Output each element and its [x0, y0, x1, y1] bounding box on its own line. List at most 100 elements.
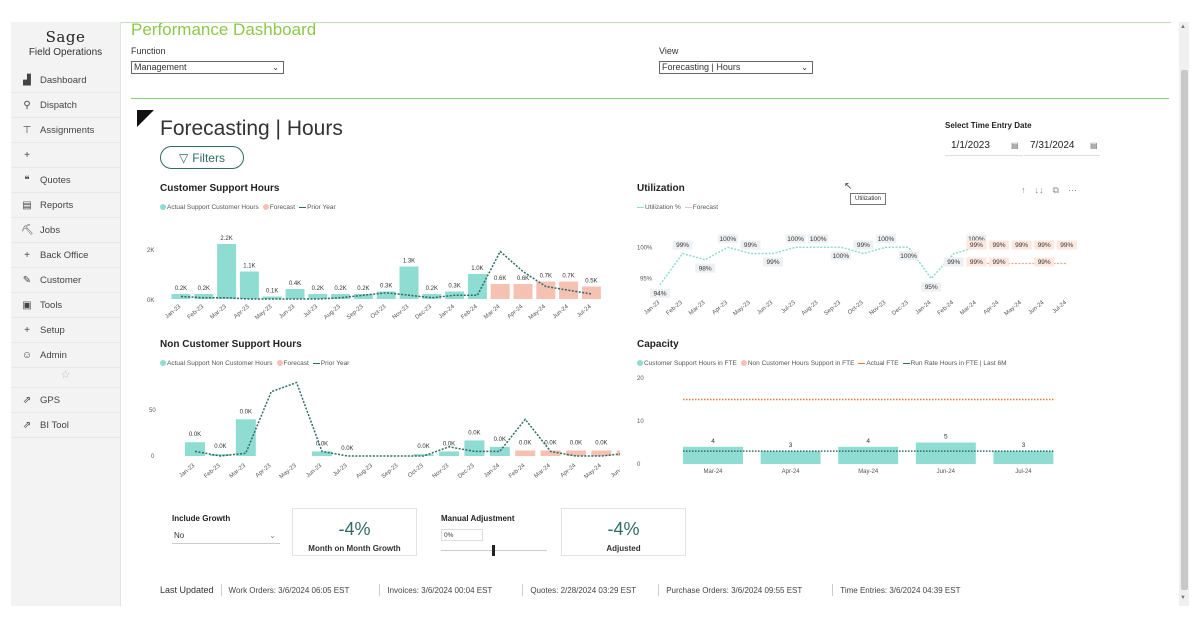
sidebar-item-quotes[interactable]: ❝ Quotes [11, 168, 120, 193]
data-label: 0.0K [595, 440, 607, 446]
include-growth-select[interactable]: No ⌄ [172, 530, 280, 544]
scroll-up-arrow-icon[interactable]: ▲ [1180, 24, 1186, 30]
scroll-down-arrow-icon[interactable]: ▼ [1180, 595, 1186, 601]
util-x-tick: Sep-23 [823, 300, 842, 317]
legend-item: Utilization % [637, 204, 681, 211]
sidebar-item-dashboard[interactable]: ▟ Dashboard [11, 68, 120, 93]
chart-tooltip: Utilization [850, 193, 887, 205]
actual-bar [194, 294, 214, 299]
forecast-label-bg [1034, 257, 1055, 267]
data-label: 0.4K [289, 281, 301, 287]
sidebar-item-jobs[interactable]: ⛏ Jobs [11, 218, 120, 243]
sidebar-item-setup[interactable]: + Setup [11, 318, 120, 343]
data-label: 0.0K [214, 444, 226, 450]
csh-x-tick: Sep-23 [346, 304, 365, 321]
sidebar-item-reports[interactable]: ▤ Reports [11, 193, 120, 218]
filters-button[interactable]: ▽ Filters [160, 146, 244, 169]
focus-mode-icon[interactable]: ⧉ [1052, 185, 1059, 195]
sidebar-item-add[interactable]: + [11, 143, 120, 168]
data-label: 1.1K [243, 264, 255, 270]
legend-item: Actual FTE [858, 360, 899, 367]
page-title: Performance Dashboard [131, 20, 317, 39]
sort-down-icon[interactable]: ↓↓ [1034, 185, 1044, 195]
sidebar-item-bi-tool[interactable]: ⇗ BI Tool [11, 413, 120, 438]
sort-up-icon[interactable]: ↑ [1021, 185, 1026, 195]
csh-x-tick: Aug-23 [323, 304, 342, 321]
sidebar-item-assignments[interactable]: ⊤ Assignments [11, 118, 120, 143]
sidebar-item-customer[interactable]: ✎ Customer [11, 268, 120, 293]
ncsh-x-tick: Jun-23 [305, 463, 323, 480]
more-options-icon[interactable]: ⋯ [1067, 185, 1077, 195]
users-icon: ☺ [21, 349, 33, 361]
footer-quotes: Quotes: 2/28/2024 03:29 EST [530, 585, 637, 595]
actual-bar [312, 451, 332, 456]
data-label-bg [876, 234, 896, 244]
data-label: 0.0K [544, 440, 556, 446]
data-label: 0.6K [494, 276, 506, 282]
function-select-value: Management [134, 62, 187, 72]
sidebar-item-label: Setup [40, 324, 65, 336]
actual-bar [413, 454, 434, 456]
footer-work-orders: Work Orders: 3/6/2024 06:05 EST [228, 585, 350, 595]
cap-x-tick: Jul-24 [1015, 469, 1032, 475]
sidebar-item-label: Customer [40, 274, 82, 286]
sidebar-item-dispatch[interactable]: ⚲ Dispatch [11, 93, 120, 118]
sidebar-item-tools[interactable]: ▣ Tools [11, 293, 120, 318]
calendar-icon[interactable]: ▤ [1011, 141, 1019, 150]
csh-x-tick: Jan-23 [164, 304, 182, 321]
ncsh-x-tick: May-23 [279, 463, 299, 481]
mom-growth-label: Month on Month Growth [308, 544, 401, 553]
data-label: 0.3K [380, 284, 392, 290]
function-select[interactable]: Management ⌄ [131, 61, 284, 74]
cap-x-tick: Jun-24 [937, 469, 956, 475]
footer-time-entries: Time Entries: 3/6/2024 04:39 EST [840, 585, 961, 595]
view-select[interactable]: Forecasting | Hours ⌄ [659, 61, 813, 74]
y-tick: 95% [640, 277, 653, 283]
sidebar-item-admin[interactable]: ☺ Admin [11, 343, 120, 368]
ncsh-x-tick: Apr-23 [255, 463, 273, 480]
ncsh-x-tick: Feb-23 [203, 463, 222, 480]
date-end-input[interactable]: 7/31/2024 [1024, 136, 1100, 156]
adjusted-card: -4% Adjusted [561, 508, 686, 556]
customer-icon: ✎ [22, 274, 32, 286]
data-label: 0.5K [585, 279, 597, 285]
data-label: 1.3K [403, 259, 415, 265]
data-label: 0.2K [357, 286, 369, 292]
data-label: 0.3K [448, 284, 460, 290]
date-start-input[interactable]: 1/1/2023 [945, 136, 1023, 156]
scrollbar-thumb[interactable] [1181, 70, 1188, 590]
sidebar-item-label: GPS [40, 394, 61, 406]
util-x-tick: Apr-23 [711, 300, 729, 317]
ncsh-x-tick: Mar-23 [229, 463, 248, 480]
util-x-tick: Jul-23 [781, 300, 798, 316]
view-label: View [659, 46, 679, 56]
mom-growth-card: -4% Month on Month Growth [292, 508, 417, 556]
forecast-label-bg [966, 257, 987, 267]
capacity-bar [838, 446, 899, 464]
sidebar-item-label: Dashboard [40, 74, 87, 86]
y-tick: 0 [637, 462, 641, 468]
star-icon[interactable]: ☆ [11, 368, 120, 388]
data-label: 0.1K [266, 289, 278, 295]
prior-year-line [194, 381, 620, 457]
top-accent-line [121, 22, 1171, 23]
cap-x-tick: Apr-24 [782, 469, 801, 475]
actual-bar [376, 291, 396, 299]
sidebar-item-gps[interactable]: ⇗ GPS [11, 388, 120, 413]
ncsh-legend: Actual Support Non Customer Hours Foreca… [160, 360, 349, 367]
include-growth-value: No [174, 531, 185, 540]
manual-adjustment-input[interactable]: 0% [441, 529, 483, 541]
sidebar-item-label: Dispatch [40, 99, 77, 111]
sidebar-item-back-office[interactable]: + Back Office [11, 243, 120, 268]
util-x-tick: Apr-24 [983, 300, 1001, 317]
util-x-tick: Jun-24 [1028, 300, 1046, 317]
calendar-icon[interactable]: ▤ [1090, 141, 1098, 150]
util-x-tick: Jan-23 [643, 300, 661, 317]
chevron-down-icon: ⌄ [269, 531, 276, 540]
function-label: Function [131, 46, 166, 56]
data-label: 0.2K [312, 286, 324, 292]
actual-bar [217, 244, 237, 299]
csh-x-tick: Nov-23 [392, 304, 411, 321]
manual-adjustment-slider-thumb[interactable] [492, 545, 495, 556]
y-tick: 10 [637, 419, 644, 425]
